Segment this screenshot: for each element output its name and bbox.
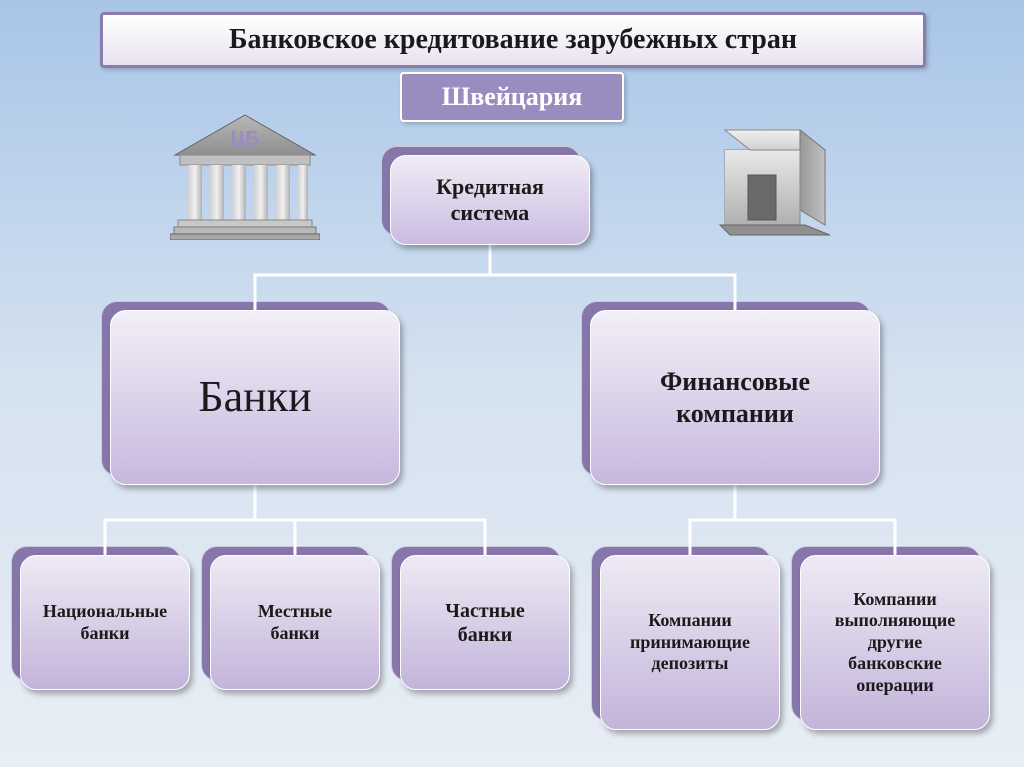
subtitle-text: Швейцария (442, 82, 583, 112)
subtitle-box: Швейцария (400, 72, 624, 122)
node-label: Финансовые компании (660, 366, 810, 428)
node-label: Частные банки (445, 599, 524, 647)
node-private-banks: Частные банки (400, 555, 570, 690)
node-label: Национальные банки (43, 601, 167, 644)
node-deposit-companies: Компании принимающие депозиты (600, 555, 780, 730)
title-box: Банковское кредитование зарубежных стран (100, 12, 926, 68)
node-label: Компании выполняющие другие банковские о… (835, 589, 955, 697)
title-text: Банковское кредитование зарубежных стран (229, 24, 797, 56)
node-label: Банки (198, 371, 311, 424)
bank-icon: ЦБ (170, 110, 320, 240)
node-banks: Банки (110, 310, 400, 485)
node-financial-companies: Финансовые компании (590, 310, 880, 485)
node-label: Местные банки (258, 601, 332, 644)
svg-text:ЦБ: ЦБ (231, 128, 260, 150)
node-label: Кредитная система (436, 174, 544, 227)
node-label: Компании принимающие депозиты (630, 610, 750, 675)
node-local-banks: Местные банки (210, 555, 380, 690)
node-credit-system: Кредитная система (390, 155, 590, 245)
building-icon (700, 110, 830, 240)
node-other-banking-companies: Компании выполняющие другие банковские о… (800, 555, 990, 730)
node-national-banks: Национальные банки (20, 555, 190, 690)
